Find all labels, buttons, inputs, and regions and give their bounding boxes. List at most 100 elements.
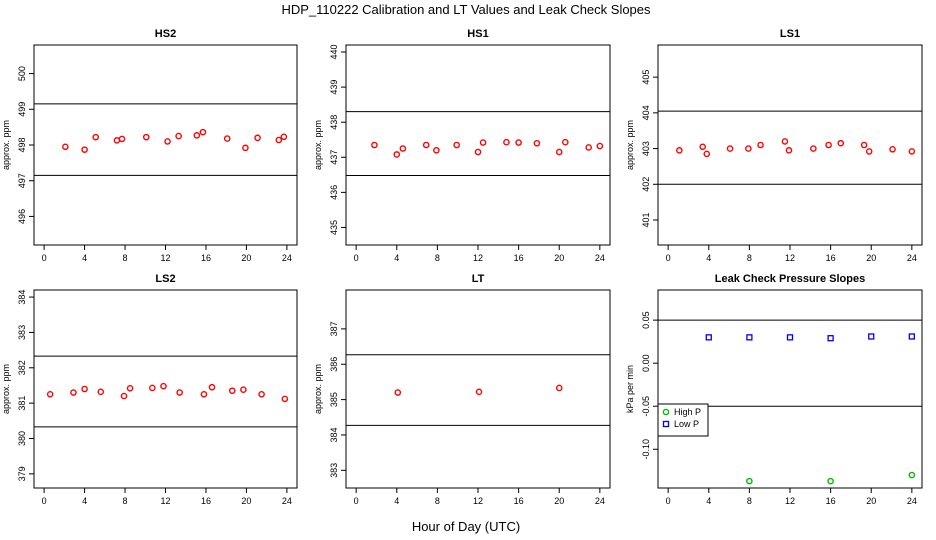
- data-point: [825, 141, 832, 149]
- panel-title: LT: [472, 273, 485, 285]
- data-point: [242, 144, 249, 152]
- x-tick-label: 12: [785, 253, 795, 263]
- data-point: [240, 386, 247, 394]
- panel-2: HS1 approx. ppm 0 4 8 12 16 20 24 435 436 437 438 439…: [313, 28, 611, 263]
- y-tick-label: -0.10: [641, 439, 651, 460]
- y-tick-label: 439: [329, 80, 339, 95]
- x-tick-label: 20: [554, 496, 564, 506]
- x-tick-label: 20: [241, 496, 251, 506]
- panel-6: Leak Check Pressure Slopes kPa per min 0 4 8…: [625, 273, 923, 506]
- data-point: [908, 333, 915, 340]
- data-point: [394, 389, 402, 396]
- x-tick-label: 4: [394, 253, 399, 263]
- x-tick-label: 16: [514, 253, 524, 263]
- x-tick-label: 0: [666, 253, 671, 263]
- data-point: [120, 392, 128, 400]
- data-point: [785, 147, 793, 154]
- y-tick-label: 387: [329, 321, 339, 336]
- x-tick-label: 20: [866, 253, 876, 263]
- data-point: [475, 388, 483, 396]
- data-point: [176, 389, 183, 396]
- x-tick-label: 0: [42, 496, 47, 506]
- y-tick-label: 499: [17, 102, 27, 117]
- x-tick-label: 0: [666, 496, 671, 506]
- data-point: [433, 146, 440, 154]
- y-axis-label: approx. ppm: [313, 364, 323, 414]
- y-tick-label: 0.00: [641, 354, 651, 372]
- data-point: [118, 135, 126, 143]
- data-point: [865, 148, 873, 155]
- y-tick-label: 0.05: [641, 311, 651, 329]
- data-point: [254, 134, 261, 142]
- data-point: [399, 145, 407, 152]
- x-tick-label: 8: [123, 496, 128, 506]
- x-tick-label: 8: [435, 253, 440, 263]
- data-point: [705, 334, 712, 341]
- data-point: [699, 143, 706, 151]
- y-tick-label: 383: [17, 325, 27, 340]
- x-tick-label: 8: [123, 253, 128, 263]
- y-axis-label: approx. ppm: [1, 120, 11, 170]
- y-tick-label: 497: [17, 173, 27, 188]
- panel-1: HS2 approx. ppm 0 4 8 12 16 20 24 496 497 498 499 500: [1, 28, 298, 263]
- y-tick-label: 438: [329, 115, 339, 130]
- data-point: [827, 477, 834, 485]
- x-tick-label: 16: [201, 253, 211, 263]
- data-point: [515, 139, 522, 146]
- panel-title: LS1: [780, 28, 800, 40]
- data-point: [275, 136, 283, 144]
- data-point: [208, 383, 216, 391]
- y-tick-label: 405: [641, 70, 651, 85]
- data-point: [92, 133, 100, 141]
- data-point: [258, 391, 265, 398]
- y-tick-label: 403: [641, 141, 651, 156]
- data-point: [199, 128, 207, 136]
- x-tick-label: 0: [354, 253, 359, 263]
- data-point: [703, 150, 711, 158]
- y-tick-label: 383: [329, 463, 339, 478]
- panel-5: LT approx. ppm 0 4 8 12 16 20 24 383 384 385 386 387: [313, 273, 611, 506]
- y-tick-label: 386: [329, 357, 339, 372]
- x-tick-label: 12: [785, 496, 795, 506]
- data-point: [393, 151, 401, 158]
- x-tick-label: 20: [241, 253, 251, 263]
- x-tick-label: 24: [907, 496, 917, 506]
- data-point: [160, 382, 167, 390]
- x-tick-label: 24: [907, 253, 917, 263]
- y-axis-label: approx. ppm: [313, 120, 323, 170]
- x-tick-label: 4: [82, 253, 87, 263]
- data-point: [889, 145, 896, 153]
- data-point: [746, 334, 753, 341]
- data-point: [746, 477, 753, 485]
- x-tick-label: 12: [473, 253, 483, 263]
- x-axis-label: Hour of Day (UTC): [412, 519, 520, 534]
- y-tick-label: 381: [17, 396, 27, 411]
- data-point: [908, 148, 916, 155]
- data-point: [585, 144, 592, 151]
- x-tick-label: 12: [160, 496, 170, 506]
- data-point: [223, 135, 231, 142]
- x-tick-label: 4: [394, 496, 399, 506]
- data-point: [422, 141, 430, 149]
- x-tick-label: 12: [473, 496, 483, 506]
- data-point: [503, 138, 510, 146]
- x-tick-label: 20: [866, 496, 876, 506]
- plot-frame: [33, 289, 298, 489]
- data-point: [860, 141, 868, 149]
- x-tick-label: 16: [514, 496, 524, 506]
- data-point: [149, 384, 156, 392]
- panel-3: LS1 approx. ppm 0 4 8 12 16 20 24 401 402 403 404 405: [625, 28, 923, 263]
- data-point: [97, 388, 105, 396]
- y-axis-label: kPa per min: [625, 365, 635, 413]
- x-tick-label: 24: [595, 253, 605, 263]
- legend-marker: [662, 408, 670, 416]
- data-point: [193, 132, 201, 139]
- x-tick-label: 4: [706, 496, 711, 506]
- data-point: [62, 143, 69, 151]
- x-tick-label: 16: [826, 253, 836, 263]
- data-point: [46, 391, 54, 398]
- legend-entry: Low P: [674, 419, 699, 429]
- data-point: [676, 147, 683, 154]
- x-tick-label: 24: [282, 253, 292, 263]
